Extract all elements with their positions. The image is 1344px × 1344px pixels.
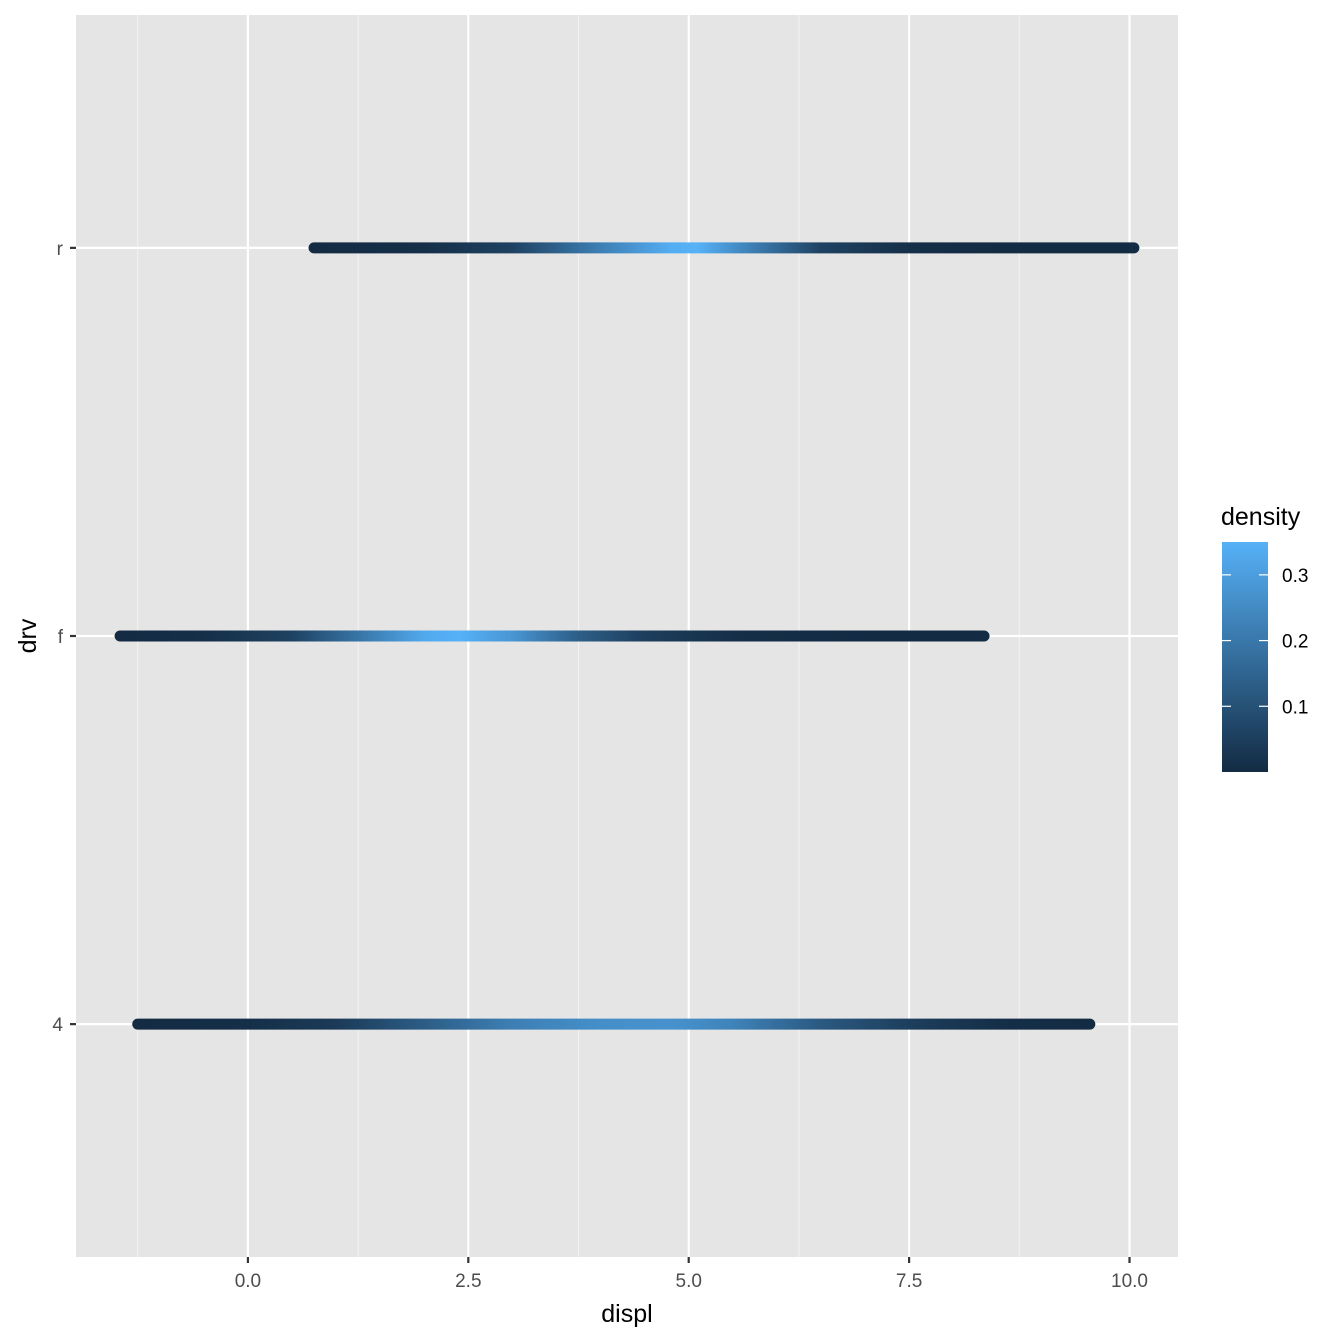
y-tick-label: r: [57, 239, 64, 260]
x-tick-label: 10.0: [1111, 1271, 1148, 1292]
legend-title: density: [1221, 503, 1301, 531]
y-tick-label: f: [58, 627, 64, 648]
series-layer: [114, 242, 1140, 1030]
x-tick-label: 0.0: [235, 1271, 261, 1292]
x-axis: 0.0 2.5 5.0 7.5 10.0: [235, 1257, 1148, 1292]
legend-tick-label: 0.2: [1282, 632, 1308, 653]
color-legend: density 0.1 0.2 0.3: [1221, 503, 1308, 772]
x-tick-label: 2.5: [455, 1271, 481, 1292]
y-axis: 4 f r: [52, 239, 76, 1036]
y-tick-label: 4: [52, 1015, 63, 1036]
x-tick-label: 5.0: [676, 1271, 702, 1292]
legend-colorbar: [1222, 542, 1268, 772]
legend-tick-label: 0.1: [1282, 697, 1308, 718]
x-axis-title: displ: [601, 1300, 652, 1328]
x-tick-label: 7.5: [896, 1271, 922, 1292]
y-axis-title: drv: [14, 618, 42, 653]
legend-tick-label: 0.3: [1282, 566, 1308, 587]
